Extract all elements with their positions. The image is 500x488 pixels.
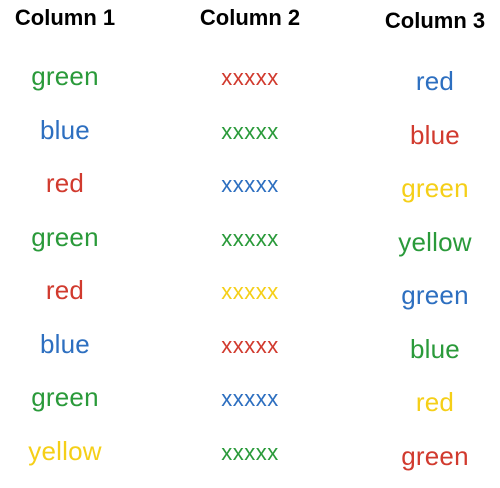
- column-3-word: red: [360, 381, 500, 435]
- column-3-word: green: [360, 435, 500, 488]
- column-3-heading: Column 3: [360, 6, 500, 36]
- column-2-word: xxxxx: [175, 431, 325, 485]
- column-1-word: green: [0, 376, 140, 430]
- column-1-word: red: [0, 269, 140, 323]
- column-2-word: xxxxx: [175, 270, 325, 324]
- column-1-word: green: [0, 55, 140, 109]
- column-3-word: blue: [360, 114, 500, 168]
- column-3-word: red: [360, 60, 500, 114]
- column-1-heading: Column 1: [0, 3, 140, 33]
- column-2-word: xxxxx: [175, 217, 325, 271]
- column-2-word: xxxxx: [175, 56, 325, 110]
- column-2-heading: Column 2: [175, 3, 325, 33]
- column-1-word: blue: [0, 323, 140, 377]
- column-1-word: blue: [0, 109, 140, 163]
- column-1-word: yellow: [0, 430, 140, 484]
- column-3-word: yellow: [360, 221, 500, 275]
- column-2-word: xxxxx: [175, 163, 325, 217]
- column-3-word: blue: [360, 328, 500, 382]
- column-2-word: xxxxx: [175, 110, 325, 164]
- column-1-word: green: [0, 216, 140, 270]
- column-2-word: xxxxx: [175, 377, 325, 431]
- stroop-page: { "colors": { "green": "#2a9a3a", "blue"…: [0, 0, 500, 477]
- column-1-word: red: [0, 162, 140, 216]
- column-3-word: green: [360, 274, 500, 328]
- column-2-word: xxxxx: [175, 324, 325, 378]
- column-3-word: green: [360, 167, 500, 221]
